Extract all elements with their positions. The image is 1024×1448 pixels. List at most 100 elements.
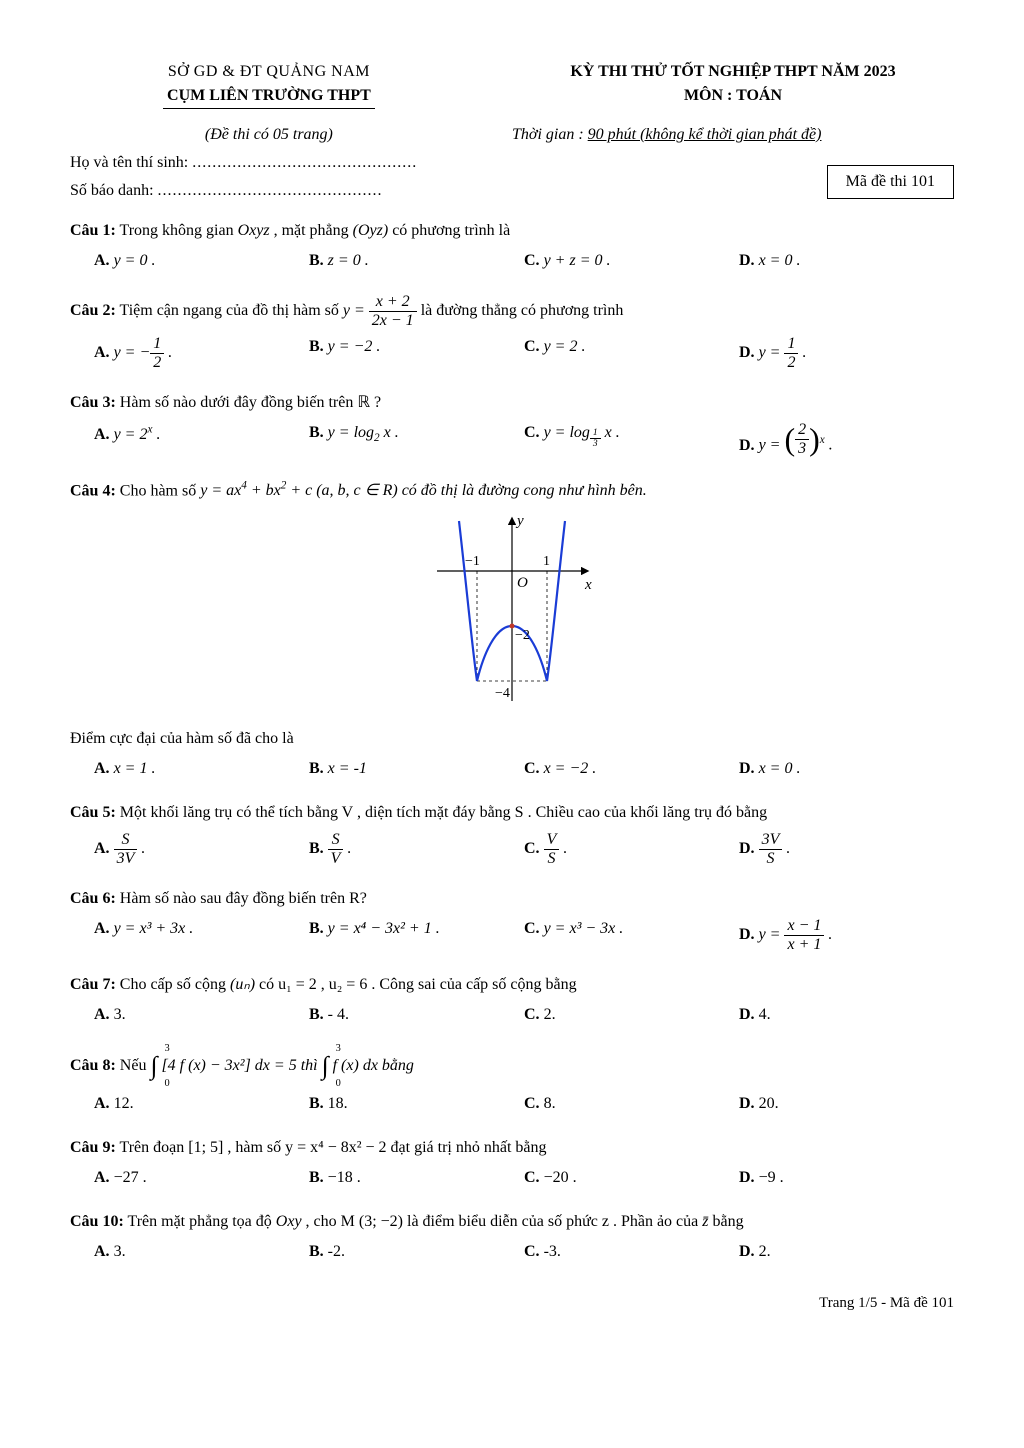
q4-choice-b: B.x = -1	[309, 757, 524, 781]
q2-choice-d: D.y = 12 .	[739, 335, 954, 371]
svg-text:O: O	[517, 575, 528, 591]
q10-label: Câu 10:	[70, 1213, 124, 1230]
q1-oyz: (Oyz)	[353, 222, 389, 239]
q4-text-pre: Cho hàm số	[116, 482, 200, 499]
meta-row: (Đề thi có 05 trang) Thời gian : 90 phút…	[70, 123, 954, 147]
q1-text-mid: , mặt phẳng	[270, 222, 353, 239]
dots-1: ........................................…	[192, 154, 417, 171]
question-2: Câu 2: Tiệm cận ngang của đồ thị hàm số …	[70, 293, 954, 371]
q8-choice-a: A.12.	[94, 1092, 309, 1116]
department-block: SỞ GD & ĐT QUẢNG NAM CỤM LIÊN TRƯỜNG THP…	[70, 60, 468, 109]
exam-code: Mã đề thi 101	[827, 165, 954, 199]
question-8: Câu 8: Nếu ∫30 [4 f (x) − 3x²] dx = 5 th…	[70, 1047, 954, 1115]
q7-text-mid: có u₁ = 2 , u₂ = 6 . Công sai của cấp số…	[255, 976, 577, 993]
svg-text:−2: −2	[515, 628, 530, 643]
q7-choice-c: C.2.	[524, 1003, 739, 1027]
dots-2: ........................................…	[158, 182, 383, 199]
q6-label: Câu 6:	[70, 890, 116, 907]
question-4: Câu 4: Cho hàm số y = ax4 + bx2 + c (a, …	[70, 478, 954, 781]
header: SỞ GD & ĐT QUẢNG NAM CỤM LIÊN TRƯỜNG THP…	[70, 60, 954, 109]
q10-text-post: bằng	[708, 1213, 743, 1230]
exam-title-2: MÔN : TOÁN	[512, 84, 954, 108]
q9-choice-d: D.−9 .	[739, 1166, 954, 1190]
svg-text:−4: −4	[495, 686, 510, 701]
question-9: Câu 9: Trên đoạn [1; 5] , hàm số y = x⁴ …	[70, 1136, 954, 1190]
q10-text-mid: , cho M (3; −2) là điểm biểu diễn của số…	[302, 1213, 703, 1230]
q8-choice-b: B.18.	[309, 1092, 524, 1116]
q5-choice-d: D.3VS .	[739, 831, 954, 867]
time-prefix: Thời gian :	[512, 126, 588, 143]
svg-text:1: 1	[543, 554, 550, 569]
svg-text:y: y	[515, 513, 524, 529]
q3-label: Câu 3:	[70, 394, 116, 411]
question-10: Câu 10: Trên mặt phẳng tọa độ Oxy , cho …	[70, 1210, 954, 1264]
q5-text: Một khối lăng trụ có thể tích bằng V , d…	[116, 804, 767, 821]
q4-choice-a: A.x = 1 .	[94, 757, 309, 781]
time-value: 90 phút (không kể thời gian phát đề)	[588, 126, 822, 143]
q10-choice-c: C.-3.	[524, 1240, 739, 1264]
q2-choice-c: C.y = 2 .	[524, 335, 739, 371]
q10-choice-a: A.3.	[94, 1240, 309, 1264]
q8-choice-c: C.8.	[524, 1092, 739, 1116]
time-note: Thời gian : 90 phút (không kể thời gian …	[512, 123, 954, 147]
q6-choice-d: D.y = x − 1x + 1 .	[739, 917, 954, 953]
q7-text-pre: Cho cấp số cộng	[116, 976, 230, 993]
quartic-graph-icon: y x O −1 1 −2 −4	[417, 511, 607, 711]
q1-choice-a: A.y = 0 .	[94, 249, 309, 273]
q5-choice-b: B.SV .	[309, 831, 524, 867]
dept-line1: SỞ GD & ĐT QUẢNG NAM	[70, 60, 468, 84]
question-3: Câu 3: Hàm số nào dưới đây đồng biến trê…	[70, 391, 954, 457]
pages-note: (Đề thi có 05 trang)	[70, 123, 468, 147]
q5-label: Câu 5:	[70, 804, 116, 821]
q2-choice-b: B.y = −2 .	[309, 335, 524, 371]
q4-choice-d: D.x = 0 .	[739, 757, 954, 781]
q8-choice-d: D.20.	[739, 1092, 954, 1116]
q1-choice-d: D.x = 0 .	[739, 249, 954, 273]
integral-icon: ∫30	[150, 1047, 157, 1085]
question-7: Câu 7: Cho cấp số cộng (uₙ) có u₁ = 2 , …	[70, 973, 954, 1027]
q3-choice-c: C.y = log13 x .	[524, 421, 739, 457]
q2-text-pre: Tiệm cận ngang của đồ thị hàm số	[116, 302, 343, 319]
q7-choice-d: D.4.	[739, 1003, 954, 1027]
q4-label: Câu 4:	[70, 482, 116, 499]
q3-choice-a: A.y = 2x .	[94, 421, 309, 457]
exam-title-block: KỲ THI THỬ TỐT NGHIỆP THPT NĂM 2023 MÔN …	[512, 60, 954, 109]
q8-text-pre: Nếu	[116, 1057, 151, 1074]
question-5: Câu 5: Một khối lăng trụ có thể tích bằn…	[70, 801, 954, 867]
q1-text-pre: Trong không gian	[116, 222, 238, 239]
q7-label: Câu 7:	[70, 976, 116, 993]
dept-line2: CỤM LIÊN TRƯỜNG THPT	[163, 84, 375, 109]
q6-text: Hàm số nào sau đây đồng biến trên R?	[116, 890, 367, 907]
student-name-label: Họ và tên thí sinh:	[70, 154, 192, 171]
integral-icon-2: ∫30	[322, 1047, 329, 1085]
q3-choice-b: B.y = log2 x .	[309, 421, 524, 457]
q3-choice-d: D.y = (23)x .	[739, 421, 954, 457]
q9-choice-a: A.−27 .	[94, 1166, 309, 1190]
q4-choice-c: C.x = −2 .	[524, 757, 739, 781]
q1-text-post: có phương trình là	[388, 222, 510, 239]
q1-label: Câu 1:	[70, 222, 116, 239]
q9-text: Trên đoạn [1; 5] , hàm số y = x⁴ − 8x² −…	[116, 1139, 547, 1156]
exam-title-1: KỲ THI THỬ TỐT NGHIỆP THPT NĂM 2023	[512, 60, 954, 84]
q8-label: Câu 8:	[70, 1057, 116, 1074]
q10-text-pre: Trên mặt phẳng tọa độ	[124, 1213, 276, 1230]
svg-text:x: x	[584, 577, 592, 593]
svg-text:−1: −1	[465, 554, 480, 569]
q4-below: Điểm cực đại của hàm số đã cho là	[70, 727, 954, 751]
q5-choice-a: A.S3V .	[94, 831, 309, 867]
q1-choice-b: B.z = 0 .	[309, 249, 524, 273]
q1-choice-c: C.y + z = 0 .	[524, 249, 739, 273]
q9-label: Câu 9:	[70, 1139, 116, 1156]
q6-choice-c: C.y = x³ − 3x .	[524, 917, 739, 953]
question-1: Câu 1: Trong không gian Oxyz , mặt phẳng…	[70, 219, 954, 273]
q6-choice-b: B.y = x⁴ − 3x² + 1 .	[309, 917, 524, 953]
student-id-label: Số báo danh:	[70, 182, 158, 199]
q4-graph: y x O −1 1 −2 −4	[70, 511, 954, 719]
page-footer: Trang 1/5 - Mã đề 101	[70, 1292, 954, 1315]
q1-oxyz: Oxyz	[238, 222, 270, 239]
q7-choice-b: B.- 4.	[309, 1003, 524, 1027]
q9-choice-c: C.−20 .	[524, 1166, 739, 1190]
question-6: Câu 6: Hàm số nào sau đây đồng biến trên…	[70, 887, 954, 953]
q2-label: Câu 2:	[70, 302, 116, 319]
q3-text: Hàm số nào dưới đây đồng biến trên ℝ ?	[116, 394, 381, 411]
